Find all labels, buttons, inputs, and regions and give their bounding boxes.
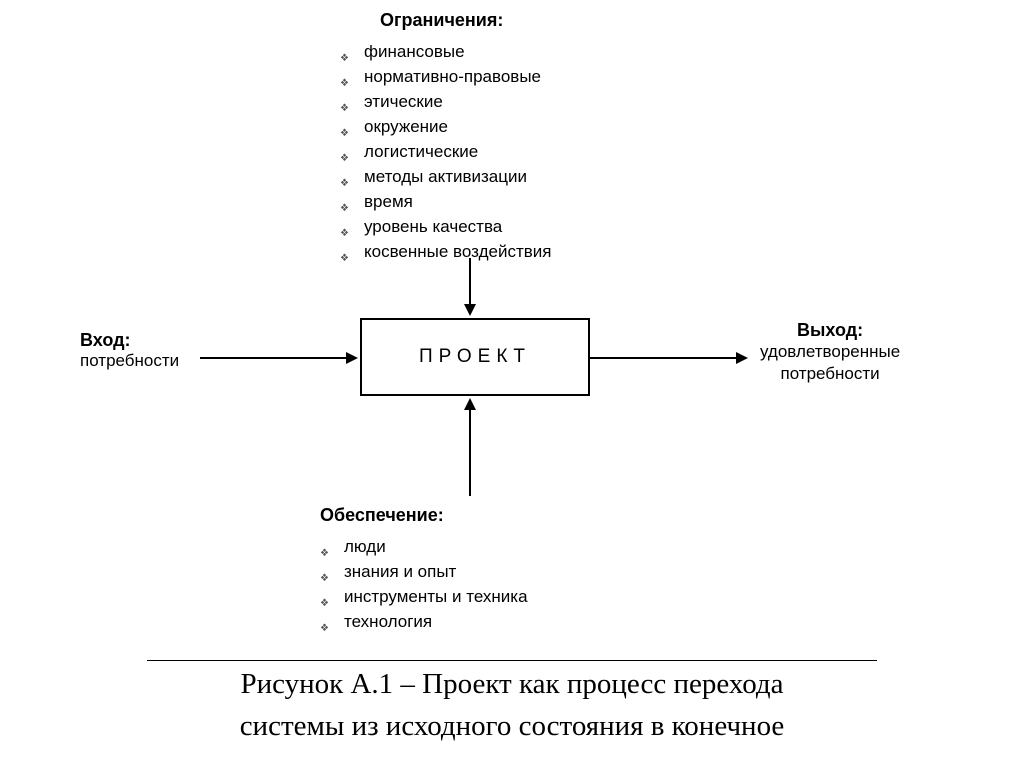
output-sub-line2: потребности bbox=[760, 363, 900, 385]
input-block: Вход: потребности bbox=[80, 330, 179, 371]
list-item: уровень качества bbox=[340, 214, 551, 239]
arrow-left-icon bbox=[200, 348, 360, 368]
constraints-block: Ограничения: финансовые нормативно-право… bbox=[340, 10, 551, 264]
output-title: Выход: bbox=[760, 320, 900, 341]
arrow-bottom-icon bbox=[460, 396, 480, 496]
input-sub: потребности bbox=[80, 351, 179, 371]
list-item: окружение bbox=[340, 114, 551, 139]
list-item: инструменты и техника bbox=[320, 584, 528, 609]
list-item: нормативно-правовые bbox=[340, 64, 551, 89]
list-item: этические bbox=[340, 89, 551, 114]
input-title: Вход: bbox=[80, 330, 179, 351]
list-item: знания и опыт bbox=[320, 559, 528, 584]
constraints-list: финансовые нормативно-правовые этические… bbox=[340, 39, 551, 264]
figure-caption: Рисунок А.1 – Проект как процесс переход… bbox=[0, 660, 1024, 747]
list-item: технология bbox=[320, 609, 528, 634]
caption-line2: системы из исходного состояния в конечно… bbox=[240, 710, 785, 742]
list-item: финансовые bbox=[340, 39, 551, 64]
list-item: время bbox=[340, 189, 551, 214]
list-item: методы активизации bbox=[340, 164, 551, 189]
list-item: логистические bbox=[340, 139, 551, 164]
list-item: люди bbox=[320, 534, 528, 559]
arrow-top-icon bbox=[460, 258, 480, 318]
caption-line1: Рисунок А.1 – Проект как процесс переход… bbox=[240, 663, 783, 705]
list-item: косвенные воздействия bbox=[340, 239, 551, 264]
output-block: Выход: удовлетворенные потребности bbox=[760, 320, 900, 385]
support-title: Обеспечение: bbox=[320, 505, 528, 526]
caption-underline bbox=[147, 660, 877, 661]
constraints-title: Ограничения: bbox=[380, 10, 551, 31]
project-node: ПРОЕКТ bbox=[360, 318, 590, 396]
output-sub-line1: удовлетворенные bbox=[760, 341, 900, 363]
support-list: люди знания и опыт инструменты и техника… bbox=[320, 534, 528, 634]
project-label: ПРОЕКТ bbox=[419, 346, 531, 368]
arrow-right-icon bbox=[590, 348, 750, 368]
support-block: Обеспечение: люди знания и опыт инструме… bbox=[320, 505, 528, 634]
